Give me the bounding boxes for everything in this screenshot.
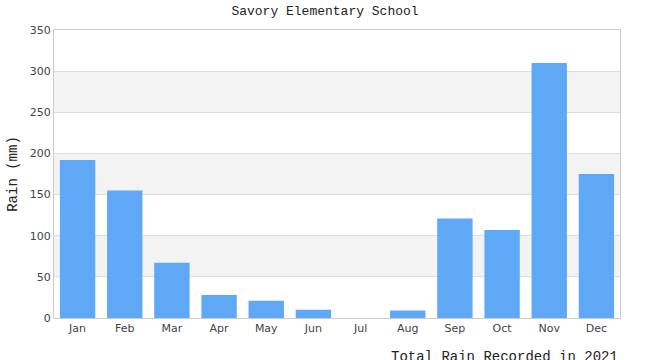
svg-text:Nov: Nov — [539, 322, 561, 335]
svg-text:Mar: Mar — [162, 322, 183, 335]
svg-text:Rain (mm): Rain (mm) — [5, 136, 21, 212]
svg-text:Total Rain Recorded in 2021: Total Rain Recorded in 2021 — [391, 349, 618, 360]
svg-text:Dec: Dec — [586, 322, 607, 335]
svg-text:May: May — [255, 322, 278, 335]
svg-text:0: 0 — [44, 312, 51, 325]
svg-text:Sep: Sep — [445, 322, 466, 335]
svg-text:350: 350 — [30, 24, 51, 37]
svg-text:100: 100 — [30, 230, 51, 243]
svg-text:50: 50 — [37, 271, 51, 284]
svg-text:Feb: Feb — [115, 322, 134, 335]
svg-text:Jul: Jul — [353, 322, 367, 335]
svg-text:250: 250 — [30, 106, 51, 119]
svg-text:300: 300 — [30, 65, 51, 78]
svg-text:Aug: Aug — [397, 322, 418, 335]
svg-text:Jan: Jan — [68, 322, 86, 335]
svg-text:Jun: Jun — [304, 322, 322, 335]
svg-text:150: 150 — [30, 188, 51, 201]
svg-text:Oct: Oct — [493, 322, 513, 335]
svg-text:200: 200 — [30, 147, 51, 160]
svg-text:Savory Elementary School: Savory Elementary School — [231, 4, 418, 19]
svg-text:Apr: Apr — [210, 322, 230, 335]
